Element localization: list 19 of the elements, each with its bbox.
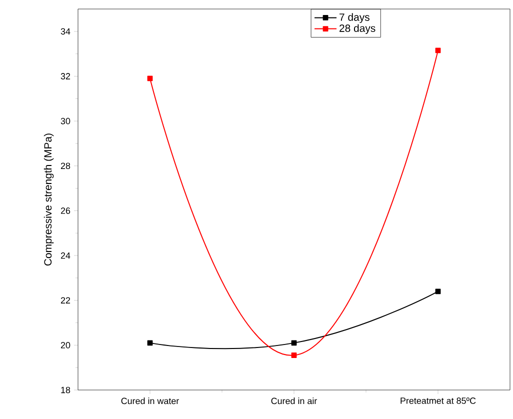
legend-label: 28 days: [340, 24, 376, 34]
y-tick-label: 24: [60, 252, 70, 259]
point: [291, 352, 297, 358]
point: [291, 340, 297, 346]
y-axis-title: Compressive strength (MPa): [44, 134, 54, 266]
point: [147, 340, 153, 346]
x-tick-label: Cured in water: [121, 398, 179, 404]
y-tick-label: 22: [60, 297, 70, 304]
y-tick-label: 26: [60, 208, 70, 214]
y-tick-label: 28: [60, 162, 70, 170]
y-tick-label: 20: [60, 342, 70, 348]
legend-label: 7 days: [340, 13, 370, 23]
point: [435, 288, 441, 294]
y-tick-label: 34: [60, 28, 70, 35]
y-tick-label: 32: [60, 73, 70, 80]
x-tick-label: Cured in air: [271, 398, 318, 404]
y-tick-label: 30: [60, 118, 70, 124]
x-tick-label: Preteatmet at 85ºC: [400, 398, 476, 404]
y-tick-label: 18: [61, 386, 70, 394]
